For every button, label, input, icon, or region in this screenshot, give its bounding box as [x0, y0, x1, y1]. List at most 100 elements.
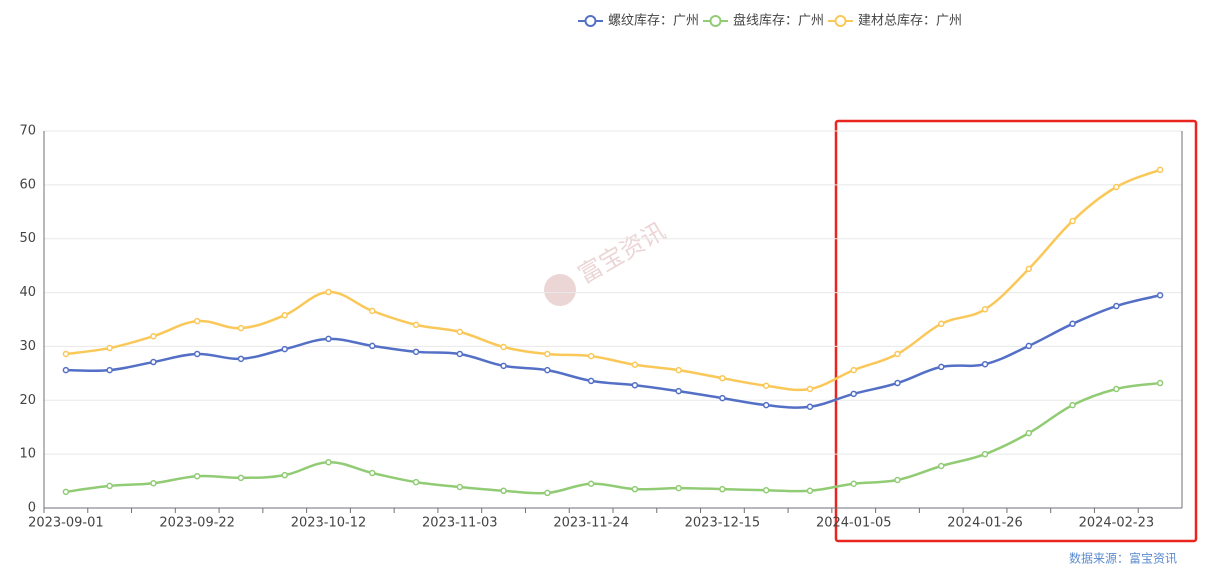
- data-point: [631, 361, 639, 368]
- legend-item: 螺纹库存：广州: [578, 13, 699, 29]
- data-point: [938, 363, 945, 371]
- data-point: [1069, 320, 1076, 328]
- highlight-box: [834, 119, 1198, 543]
- x-tick-label: 2024-01-05: [816, 516, 892, 531]
- data-point: [675, 366, 682, 374]
- data-point: [193, 317, 201, 325]
- y-tick-label: 20: [19, 393, 36, 408]
- x-tick-label: 2023-11-24: [553, 516, 629, 531]
- data-point: [106, 366, 113, 374]
- y-tick-label: 40: [19, 285, 36, 300]
- data-point: [631, 485, 639, 493]
- y-tick-label: 50: [19, 231, 36, 246]
- data-point: [150, 332, 157, 340]
- data-point: [894, 379, 901, 387]
- data-point: [1113, 302, 1120, 310]
- data-point: [500, 343, 507, 351]
- data-point: [325, 335, 332, 343]
- legend-item: 盘线库存：广州: [703, 13, 824, 29]
- y-tick-label: 60: [19, 177, 36, 192]
- data-point: [325, 458, 332, 466]
- data-point: [806, 487, 814, 495]
- legend-label: 螺纹库存：广州: [608, 13, 699, 29]
- legend-marker: [834, 15, 847, 27]
- data-point: [106, 482, 113, 490]
- data-point: [1156, 292, 1164, 299]
- data-point: [1156, 166, 1164, 174]
- data-point: [544, 350, 551, 358]
- y-tick-label: 30: [19, 339, 36, 354]
- x-tick-label: 2023-12-15: [685, 516, 761, 531]
- data-point: [237, 324, 245, 332]
- data-point: [500, 362, 507, 370]
- data-point: [237, 474, 245, 482]
- legend-marker: [584, 15, 597, 27]
- data-point: [1025, 265, 1033, 273]
- data-point: [281, 471, 288, 479]
- data-point: [806, 403, 814, 410]
- watermark-text: 富宝资讯: [573, 217, 670, 289]
- data-point: [369, 469, 376, 477]
- data-point: [719, 374, 726, 382]
- series-line: [65, 168, 1161, 392]
- data-point: [587, 480, 595, 488]
- data-point: [1069, 401, 1076, 409]
- data-point: [62, 366, 70, 374]
- data-point: [719, 485, 726, 493]
- data-point: [850, 390, 857, 398]
- legend-label: 盘线库存：广州: [733, 13, 824, 29]
- x-tick-label: 2024-02-23: [1079, 516, 1155, 531]
- data-point: [1025, 429, 1033, 437]
- x-tick-label: 2023-11-03: [422, 516, 498, 531]
- data-point: [150, 358, 157, 366]
- data-point: [981, 360, 989, 368]
- legend-item: 建材总库存：广州: [828, 13, 962, 29]
- x-tick-label: 2023-09-22: [159, 516, 235, 531]
- data-point: [325, 288, 332, 296]
- data-point: [193, 472, 201, 480]
- data-point: [675, 484, 682, 492]
- data-point: [150, 479, 157, 487]
- data-point: [544, 489, 551, 497]
- data-point: [894, 350, 901, 358]
- data-point: [500, 487, 507, 495]
- data-point: [456, 350, 464, 358]
- data-point: [1113, 183, 1120, 191]
- data-point: [675, 387, 682, 395]
- data-point: [762, 382, 770, 389]
- data-point: [1113, 385, 1120, 393]
- data-point: [62, 350, 70, 358]
- watermark: 富宝资讯: [544, 217, 670, 306]
- legend-label: 建材总库存：广州: [858, 13, 962, 29]
- data-point: [412, 321, 420, 329]
- data-point: [369, 307, 376, 315]
- data-point: [850, 366, 857, 374]
- data-point: [938, 320, 945, 328]
- data-point: [719, 394, 726, 402]
- data-point: [412, 348, 420, 356]
- x-tick-label: 2023-10-12: [291, 516, 367, 531]
- data-point: [762, 486, 770, 494]
- data-point: [631, 381, 639, 389]
- data-point: [1156, 379, 1164, 387]
- data-point: [456, 483, 464, 491]
- data-point: [281, 311, 288, 319]
- y-tick-label: 10: [19, 447, 36, 462]
- data-point: [894, 476, 901, 484]
- data-point: [106, 344, 113, 352]
- data-point: [62, 488, 70, 496]
- data-point: [587, 352, 595, 360]
- data-point: [544, 366, 551, 374]
- data-point: [1069, 217, 1076, 225]
- data-point: [237, 355, 245, 363]
- data-point: [981, 450, 989, 458]
- x-tick-label: 2024-01-26: [947, 516, 1023, 531]
- data-point: [193, 350, 201, 358]
- data-point: [281, 345, 288, 353]
- y-tick-label: 70: [19, 124, 36, 139]
- series-line: [65, 294, 1161, 409]
- data-point: [1025, 342, 1033, 350]
- y-tick-label: 0: [28, 501, 36, 516]
- x-tick-label: 2023-09-01: [28, 516, 104, 531]
